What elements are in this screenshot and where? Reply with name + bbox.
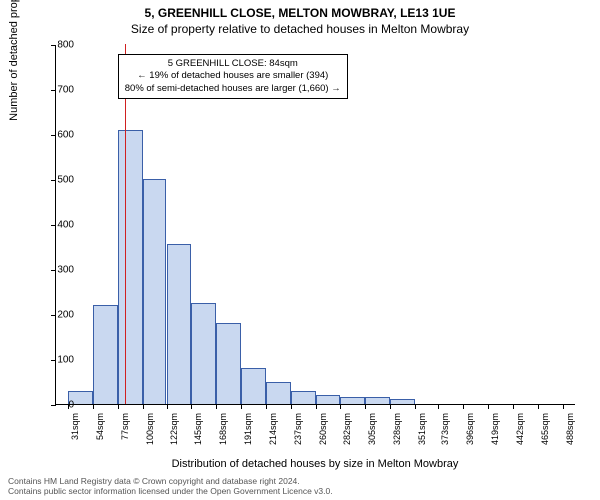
xtick-label: 282sqm bbox=[342, 413, 352, 445]
histogram-bar bbox=[340, 397, 365, 404]
xtick-label: 260sqm bbox=[318, 413, 328, 445]
xtick-label: 77sqm bbox=[120, 413, 130, 440]
xtick-mark bbox=[316, 404, 317, 409]
xtick-label: 328sqm bbox=[392, 413, 402, 445]
xtick-mark bbox=[513, 404, 514, 409]
xtick-label: 168sqm bbox=[218, 413, 228, 445]
plot-area: 5 GREENHILL CLOSE: 84sqm← 19% of detache… bbox=[55, 45, 575, 405]
xtick-label: 237sqm bbox=[293, 413, 303, 445]
xtick-label: 396sqm bbox=[465, 413, 475, 445]
ytick-label: 0 bbox=[34, 400, 74, 411]
xtick-label: 488sqm bbox=[565, 413, 575, 445]
y-axis-label: Number of detached properties bbox=[8, 0, 20, 225]
xtick-label: 465sqm bbox=[540, 413, 550, 445]
xtick-mark bbox=[291, 404, 292, 409]
xtick-label: 419sqm bbox=[490, 413, 500, 445]
xtick-label: 100sqm bbox=[145, 413, 155, 445]
page-subtitle: Size of property relative to detached ho… bbox=[0, 20, 600, 36]
histogram-bar bbox=[118, 130, 143, 405]
xtick-mark bbox=[390, 404, 391, 409]
xtick-label: 351sqm bbox=[417, 413, 427, 445]
ytick-label: 500 bbox=[34, 175, 74, 186]
xtick-mark bbox=[93, 404, 94, 409]
histogram-bar bbox=[266, 382, 291, 405]
ytick-label: 300 bbox=[34, 265, 74, 276]
xtick-mark bbox=[241, 404, 242, 409]
xtick-mark bbox=[488, 404, 489, 409]
xtick-label: 145sqm bbox=[193, 413, 203, 445]
histogram-bar bbox=[365, 397, 390, 404]
histogram-bar bbox=[316, 395, 340, 404]
xtick-label: 442sqm bbox=[515, 413, 525, 445]
ytick-label: 200 bbox=[34, 310, 74, 321]
xtick-mark bbox=[538, 404, 539, 409]
footer-attribution: Contains HM Land Registry data © Crown c… bbox=[8, 476, 333, 496]
histogram-bar bbox=[167, 244, 192, 404]
xtick-label: 373sqm bbox=[440, 413, 450, 445]
xtick-mark bbox=[143, 404, 144, 409]
xtick-mark bbox=[216, 404, 217, 409]
ytick-label: 100 bbox=[34, 355, 74, 366]
annotation-line: 5 GREENHILL CLOSE: 84sqm bbox=[125, 58, 341, 70]
histogram-bar bbox=[191, 303, 216, 404]
xtick-label: 31sqm bbox=[70, 413, 80, 440]
xtick-mark bbox=[167, 404, 168, 409]
chart-area: 5 GREENHILL CLOSE: 84sqm← 19% of detache… bbox=[55, 45, 575, 405]
page-title: 5, GREENHILL CLOSE, MELTON MOWBRAY, LE13… bbox=[0, 0, 600, 20]
ytick-label: 800 bbox=[34, 40, 74, 51]
ytick-label: 700 bbox=[34, 85, 74, 96]
xtick-mark bbox=[438, 404, 439, 409]
ytick-label: 600 bbox=[34, 130, 74, 141]
xtick-mark bbox=[415, 404, 416, 409]
xtick-label: 191sqm bbox=[243, 413, 253, 445]
histogram-bar bbox=[291, 391, 316, 405]
x-axis-label: Distribution of detached houses by size … bbox=[55, 458, 575, 470]
xtick-mark bbox=[365, 404, 366, 409]
histogram-bar bbox=[143, 179, 167, 404]
xtick-mark bbox=[563, 404, 564, 409]
histogram-bar bbox=[241, 368, 266, 404]
footer-line1: Contains HM Land Registry data © Crown c… bbox=[8, 476, 333, 486]
xtick-label: 214sqm bbox=[268, 413, 278, 445]
xtick-mark bbox=[340, 404, 341, 409]
histogram-bar bbox=[216, 323, 241, 404]
xtick-label: 54sqm bbox=[95, 413, 105, 440]
annotation-line: ← 19% of detached houses are smaller (39… bbox=[125, 70, 341, 82]
xtick-label: 305sqm bbox=[367, 413, 377, 445]
histogram-bar bbox=[93, 305, 118, 404]
xtick-mark bbox=[118, 404, 119, 409]
histogram-bar bbox=[390, 399, 415, 404]
annotation-line: 80% of semi-detached houses are larger (… bbox=[125, 83, 341, 95]
xtick-mark bbox=[266, 404, 267, 409]
footer-line2: Contains public sector information licen… bbox=[8, 486, 333, 496]
xtick-label: 122sqm bbox=[169, 413, 179, 445]
xtick-mark bbox=[463, 404, 464, 409]
annotation-box: 5 GREENHILL CLOSE: 84sqm← 19% of detache… bbox=[118, 54, 348, 99]
xtick-mark bbox=[191, 404, 192, 409]
ytick-label: 400 bbox=[34, 220, 74, 231]
